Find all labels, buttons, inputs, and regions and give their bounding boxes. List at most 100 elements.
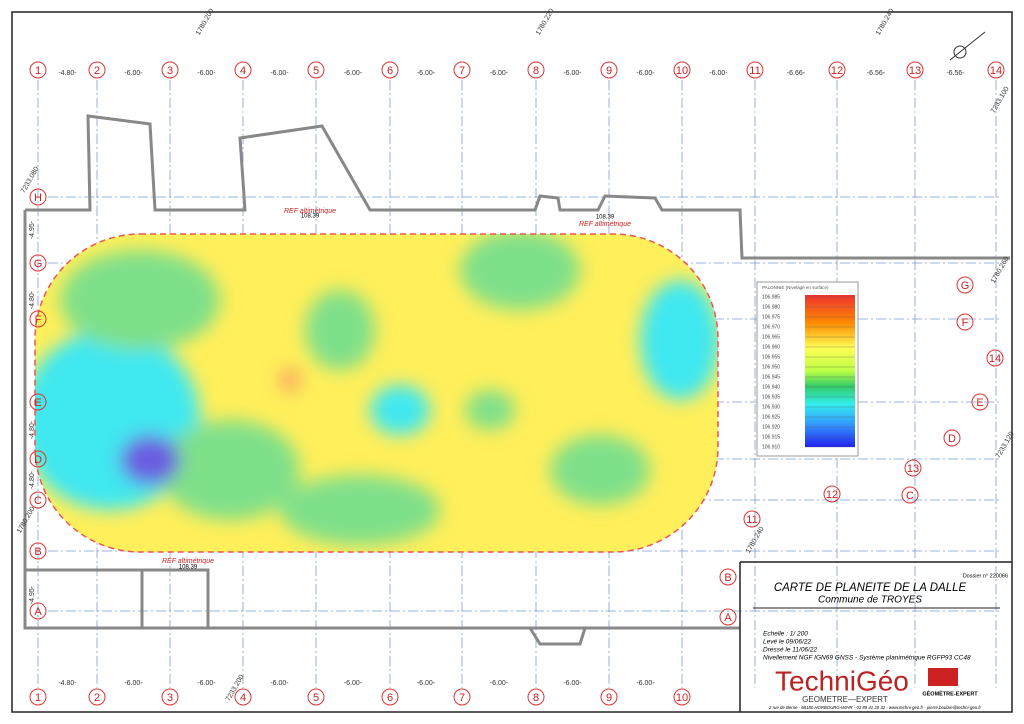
spacing: -6.00- bbox=[344, 680, 363, 687]
grid-label: A bbox=[34, 606, 42, 618]
ref-label: REF altimétrique bbox=[284, 208, 336, 215]
grid-bubble bbox=[746, 61, 764, 79]
legend-value: 106.955 bbox=[762, 354, 780, 360]
grid-bubble bbox=[719, 608, 737, 626]
ref-value: 108.39 bbox=[596, 215, 615, 221]
spacing: -6.00- bbox=[270, 680, 289, 687]
grid-label: 14 bbox=[990, 65, 1002, 77]
title: CARTE DE PLANEITE DE LA DALLE bbox=[774, 582, 967, 594]
scale: Echelle : 1/ 200 bbox=[763, 631, 808, 638]
grid-bubble bbox=[673, 688, 691, 706]
grid-label: 4 bbox=[240, 692, 246, 704]
grid-bubble bbox=[29, 61, 47, 79]
grid-label: 7 bbox=[459, 65, 465, 77]
grid-label: 14 bbox=[989, 353, 1001, 365]
grid-bubble bbox=[161, 688, 179, 706]
grid-label: 13 bbox=[907, 463, 919, 475]
legend-value: 106.980 bbox=[762, 304, 780, 310]
grid-bubble bbox=[29, 450, 47, 468]
grid-label: 6 bbox=[387, 692, 393, 704]
grid-label: 11 bbox=[746, 514, 757, 526]
legend-value: 106.985 bbox=[762, 294, 780, 300]
coordinate: 7233.100 bbox=[990, 86, 1011, 115]
grid-bubble bbox=[986, 349, 1004, 367]
grid-bubble bbox=[307, 61, 325, 79]
spacing: -4.95- bbox=[29, 220, 36, 239]
survey-date: Levé le 09/06/22 bbox=[763, 639, 811, 646]
dossier: Dossier n° 220066 bbox=[963, 573, 1008, 579]
grid-label: 6 bbox=[387, 65, 393, 77]
grid-bubble bbox=[88, 688, 106, 706]
grid-bubble bbox=[743, 510, 761, 528]
address: 2 rue de Berne - 68180 HORBOURG-WIHR - 0… bbox=[768, 705, 981, 710]
grid-label: A bbox=[724, 612, 732, 624]
grid-bubble bbox=[901, 486, 919, 504]
grid-label: 11 bbox=[749, 65, 760, 77]
grid-label: D bbox=[34, 454, 42, 466]
spacing: -6.00- bbox=[124, 680, 143, 687]
legend-value: 106.935 bbox=[762, 394, 780, 400]
spacing: -6.00- bbox=[636, 70, 655, 77]
spacing: -4.95- bbox=[29, 585, 36, 604]
legend-value: 106.910 bbox=[762, 444, 780, 450]
grid-label: 8 bbox=[533, 65, 539, 77]
building-outline bbox=[23, 114, 1010, 646]
spacing: -6.00- bbox=[490, 680, 509, 687]
spacing: -6.56- bbox=[867, 70, 886, 77]
grid-label: 5 bbox=[313, 692, 319, 704]
spacing: -6.00- bbox=[417, 70, 436, 77]
legend-ramp bbox=[805, 295, 855, 447]
legend-value: 106.970 bbox=[762, 324, 780, 330]
grid-bubble bbox=[453, 61, 471, 79]
grid-label: 10 bbox=[676, 65, 688, 77]
grid-label: 3 bbox=[167, 65, 173, 77]
grid-bubble bbox=[381, 688, 399, 706]
grid-bubble bbox=[29, 393, 47, 411]
spacing: -4.80- bbox=[58, 680, 77, 687]
badge: GÉOMÈTRE-EXPERT bbox=[922, 689, 978, 697]
legend-value: 106.950 bbox=[762, 364, 780, 370]
grid-bubble bbox=[29, 491, 47, 509]
spacing: -6.00- bbox=[344, 70, 363, 77]
grid-label: 4 bbox=[240, 65, 246, 77]
grid-bubble bbox=[971, 393, 989, 411]
grid-label: 2 bbox=[94, 692, 100, 704]
grid-label: 7 bbox=[459, 692, 465, 704]
ref-value: 108.39 bbox=[179, 565, 198, 571]
grid-bubble bbox=[29, 602, 47, 620]
grid-label: B bbox=[34, 546, 41, 558]
grid-bubble bbox=[527, 61, 545, 79]
spacing: -6.00- bbox=[270, 70, 289, 77]
grid-label: F bbox=[962, 317, 969, 329]
grid-label: 10 bbox=[676, 692, 688, 704]
grid-bubble bbox=[29, 310, 47, 328]
frame bbox=[11, 11, 1013, 713]
spacing: -6.00- bbox=[417, 680, 436, 687]
grid-label: 1 bbox=[35, 692, 41, 704]
spacing: -6.00- bbox=[197, 680, 216, 687]
spacing: -6.00- bbox=[563, 680, 582, 687]
grid-bubble bbox=[234, 688, 252, 706]
drawn-date: Dressé le 11/06/22 bbox=[763, 647, 817, 654]
grid-bubble bbox=[823, 485, 841, 503]
ref-value: 108.39 bbox=[301, 214, 320, 220]
spacing: -4.80- bbox=[29, 420, 36, 439]
spacing: -6.00- bbox=[563, 70, 582, 77]
grid-bubble bbox=[719, 568, 737, 586]
grid-bubble bbox=[600, 688, 618, 706]
grid-label: 5 bbox=[313, 65, 319, 77]
grid-bubble bbox=[956, 276, 974, 294]
grid-bubble bbox=[88, 61, 106, 79]
legend-value: 106.945 bbox=[762, 374, 780, 380]
grid-label: E bbox=[34, 397, 41, 409]
legend-value: 106.915 bbox=[762, 434, 780, 440]
badge-mark bbox=[928, 668, 958, 686]
coordinate: 1780.260 bbox=[990, 256, 1011, 285]
logo: TechniGéo bbox=[775, 665, 909, 696]
grid-bubble bbox=[29, 542, 47, 560]
grid-label: G bbox=[961, 280, 970, 292]
heatmap bbox=[35, 234, 718, 552]
grid-label: 13 bbox=[909, 65, 921, 77]
spacing: -6.00- bbox=[709, 70, 728, 77]
